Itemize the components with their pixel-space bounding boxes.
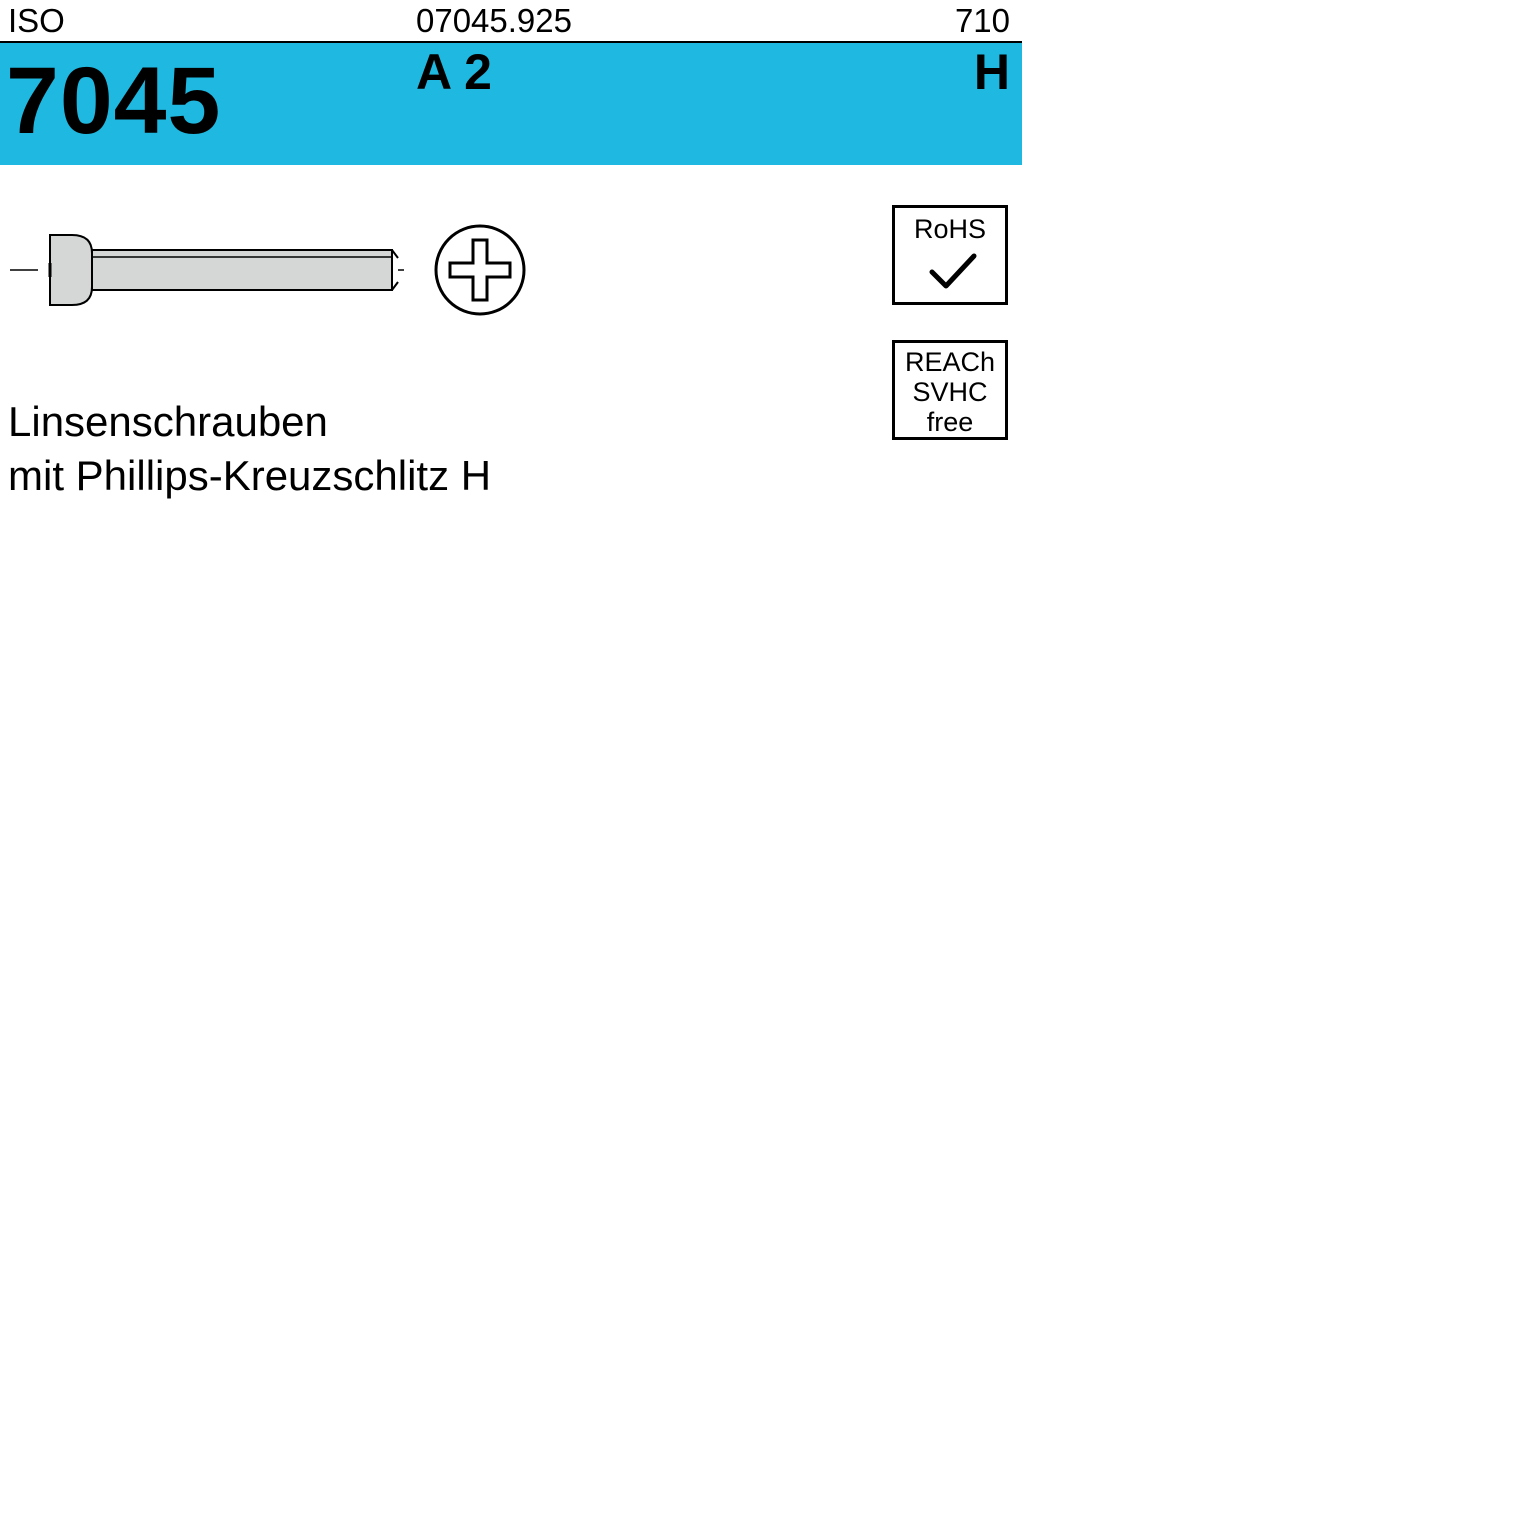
header-top-row: ISO 07045.925 710 [0, 0, 1022, 43]
iso-label: ISO [8, 2, 65, 40]
screw-diagram [10, 195, 570, 345]
iso-number-big: 7045 [6, 47, 221, 156]
check-icon [928, 250, 978, 294]
drive-type-h: H [974, 43, 1010, 101]
reach-line2: SVHC [895, 377, 1005, 408]
reach-box: REACh SVHC free [892, 340, 1008, 440]
reach-line1: REACh [895, 347, 1005, 378]
header-cyan-row: 7045 A 2 H [0, 43, 1022, 165]
rohs-label: RoHS [895, 214, 1005, 245]
description-line2: mit Phillips-Kreuzschlitz H [8, 452, 491, 500]
rohs-box: RoHS [892, 205, 1008, 305]
code-710: 710 [955, 2, 1010, 40]
label-canvas: ISO 07045.925 710 7045 A 2 H RoHS [0, 0, 1536, 1536]
article-number: 07045.925 [416, 2, 572, 40]
material-grade: A 2 [416, 43, 492, 101]
reach-line3: free [895, 407, 1005, 438]
description-line1: Linsenschrauben [8, 398, 328, 446]
